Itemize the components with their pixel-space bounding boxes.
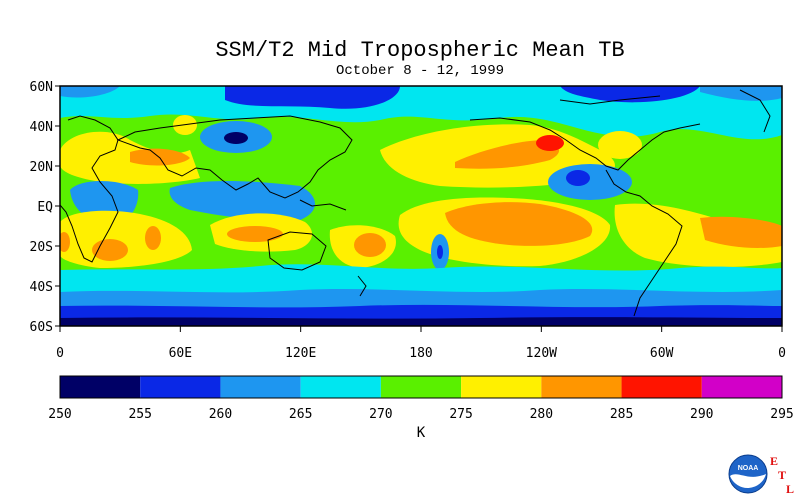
colorbar-tick-label: 270 — [369, 407, 392, 422]
etl-letter-t: T — [778, 468, 787, 482]
colorbar-tick-label: 275 — [449, 407, 472, 422]
lat-tick-label: 40N — [30, 120, 53, 135]
colorbar-swatch — [541, 376, 622, 398]
lon-tick-label: 120E — [285, 346, 316, 361]
colorbar-tick-label: 285 — [610, 407, 633, 422]
latitude-axis: 60N 40N 20N EQ 20S 40S 60S — [30, 80, 60, 335]
colorbar-tick-label: 250 — [48, 407, 71, 422]
colorbar-tick-label: 280 — [530, 407, 553, 422]
lat-tick-label: 20S — [30, 240, 53, 255]
lon-tick-label: 120W — [526, 346, 557, 361]
longitude-axis: 0 60E 120E 180 120W 60W 0 — [56, 326, 786, 361]
colorbar-tick-label: 260 — [209, 407, 232, 422]
colorbar-frame — [59, 375, 783, 399]
noaa-logo: NOAA — [728, 454, 768, 494]
colorbar-swatch — [461, 376, 542, 398]
lat-tick-label: 60N — [30, 80, 53, 95]
lon-tick-label: 0 — [56, 346, 64, 361]
colorbar-swatch — [220, 376, 301, 398]
colorbar: 250 255 260 265 270 275 280 285 290 295 — [48, 375, 794, 422]
noaa-logo-text: NOAA — [738, 465, 759, 472]
etl-letter-l: L — [786, 482, 795, 496]
lat-tick-label: EQ — [37, 200, 53, 215]
lat-tick-label: 20N — [30, 160, 53, 175]
colorbar-tick-label: 265 — [289, 407, 312, 422]
colorbar-tick-label: 295 — [770, 407, 793, 422]
colorbar-tick-label: 290 — [690, 407, 713, 422]
coastlines — [60, 89, 771, 317]
lat-tick-label: 40S — [30, 280, 53, 295]
map-title: SSM/T2 Mid Tropospheric Mean TB — [215, 38, 625, 63]
colorbar-unit-label: K — [417, 425, 426, 441]
colorbar-swatch — [380, 376, 462, 398]
colorbar-tick-label: 255 — [128, 407, 151, 422]
lon-tick-label: 180 — [409, 346, 432, 361]
lon-tick-label: 0 — [778, 346, 786, 361]
etl-letter-e: E — [770, 454, 779, 468]
map-subtitle: October 8 - 12, 1999 — [335, 63, 505, 79]
colorbar-swatch — [60, 376, 141, 398]
colorbar-swatch — [140, 376, 221, 398]
lon-tick-label: 60E — [169, 346, 192, 361]
lat-tick-label: 60S — [30, 320, 53, 335]
colorbar-swatch — [300, 376, 381, 398]
colorbar-swatch — [621, 376, 702, 398]
lon-tick-label: 60W — [650, 346, 674, 361]
colorbar-swatch — [701, 376, 782, 398]
temperature-field — [60, 86, 782, 326]
